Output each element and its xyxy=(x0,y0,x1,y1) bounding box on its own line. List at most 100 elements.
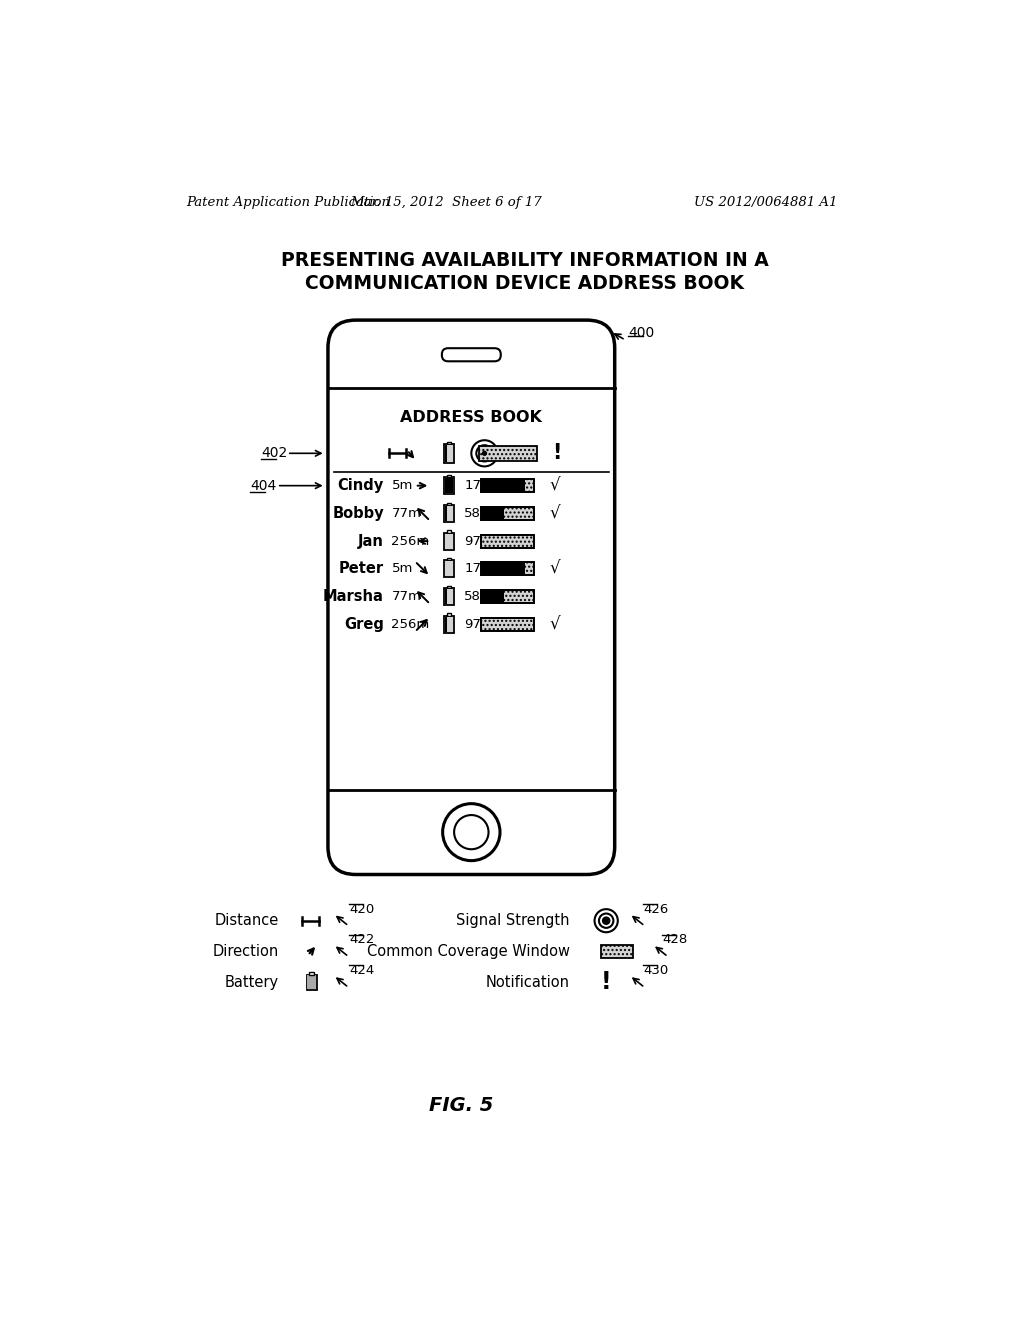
Text: 420: 420 xyxy=(349,903,374,916)
Bar xyxy=(445,561,453,577)
Bar xyxy=(481,562,535,576)
Bar xyxy=(447,589,453,605)
Bar xyxy=(447,616,453,632)
Text: 430: 430 xyxy=(643,964,669,977)
Text: 97%: 97% xyxy=(464,535,494,548)
Text: 77m: 77m xyxy=(391,590,421,603)
Bar xyxy=(481,590,535,603)
Text: !: ! xyxy=(601,970,611,994)
Text: 424: 424 xyxy=(349,964,374,977)
Text: Notification: Notification xyxy=(485,974,569,990)
Text: 97%: 97% xyxy=(464,618,494,631)
Bar xyxy=(444,506,454,521)
Text: ADDRESS BOOK: ADDRESS BOOK xyxy=(400,409,543,425)
Text: 256m: 256m xyxy=(391,618,430,631)
Bar xyxy=(446,445,453,462)
Text: 77m: 77m xyxy=(391,507,421,520)
Bar xyxy=(444,445,446,462)
FancyBboxPatch shape xyxy=(442,348,501,362)
Bar xyxy=(532,618,535,631)
Bar xyxy=(445,589,447,605)
Text: Direction: Direction xyxy=(213,944,280,960)
Bar xyxy=(481,618,535,631)
Text: 402: 402 xyxy=(261,446,288,461)
Text: Distance: Distance xyxy=(215,913,280,928)
Text: Jan: Jan xyxy=(357,533,384,549)
Bar xyxy=(481,562,525,576)
Bar xyxy=(445,533,453,549)
Bar xyxy=(481,590,504,603)
Text: FIG. 5: FIG. 5 xyxy=(429,1096,494,1115)
Bar xyxy=(444,589,454,605)
Text: Patent Application Publication: Patent Application Publication xyxy=(186,195,390,209)
Bar xyxy=(446,531,451,533)
Circle shape xyxy=(454,814,488,849)
Bar xyxy=(445,478,453,494)
Bar xyxy=(307,975,316,989)
Text: √: √ xyxy=(550,560,560,578)
Bar xyxy=(444,615,454,632)
Bar xyxy=(481,507,535,520)
Bar xyxy=(446,614,451,615)
Bar xyxy=(446,558,451,561)
Circle shape xyxy=(604,919,608,923)
Bar xyxy=(447,506,453,521)
Bar xyxy=(306,974,316,990)
Bar xyxy=(309,973,314,974)
FancyBboxPatch shape xyxy=(328,321,614,875)
Bar xyxy=(532,535,535,548)
Bar xyxy=(601,945,633,958)
Text: Cindy: Cindy xyxy=(338,478,384,494)
Text: 426: 426 xyxy=(643,903,669,916)
Bar xyxy=(443,444,454,462)
Text: Common Coverage Window: Common Coverage Window xyxy=(367,944,569,960)
Bar xyxy=(444,533,454,549)
Bar xyxy=(444,560,454,577)
Text: 256m: 256m xyxy=(391,535,430,548)
Text: US 2012/0064881 A1: US 2012/0064881 A1 xyxy=(693,195,838,209)
Text: Bobby: Bobby xyxy=(332,506,384,521)
Text: 422: 422 xyxy=(349,933,374,946)
Text: 404: 404 xyxy=(251,479,276,492)
Text: √: √ xyxy=(550,615,560,634)
Bar xyxy=(481,507,504,520)
Text: Marsha: Marsha xyxy=(323,589,384,605)
Text: √: √ xyxy=(550,477,560,495)
Circle shape xyxy=(442,804,500,861)
Bar xyxy=(481,618,535,631)
Bar xyxy=(445,506,447,521)
Bar xyxy=(481,479,525,492)
Text: 400: 400 xyxy=(628,326,654,341)
Text: Signal Strength: Signal Strength xyxy=(457,913,569,928)
Text: 17%: 17% xyxy=(464,562,494,576)
Text: 17%: 17% xyxy=(464,479,494,492)
Bar xyxy=(481,562,535,576)
Text: 428: 428 xyxy=(662,933,687,946)
Bar xyxy=(481,535,535,548)
Text: Battery: Battery xyxy=(225,974,280,990)
Text: 5m: 5m xyxy=(391,562,413,576)
Text: Mar. 15, 2012  Sheet 6 of 17: Mar. 15, 2012 Sheet 6 of 17 xyxy=(350,195,542,209)
Bar xyxy=(446,475,451,478)
Bar xyxy=(446,586,451,589)
Bar xyxy=(446,442,451,444)
Bar xyxy=(446,503,451,506)
Circle shape xyxy=(482,451,486,455)
Bar xyxy=(478,446,537,461)
Bar xyxy=(444,478,454,494)
Bar xyxy=(445,616,447,632)
Bar xyxy=(481,507,535,520)
Bar xyxy=(481,590,535,603)
Text: !: ! xyxy=(552,444,561,463)
Text: 58%: 58% xyxy=(464,590,494,603)
Bar xyxy=(481,479,535,492)
Bar xyxy=(481,535,535,548)
Text: COMMUNICATION DEVICE ADDRESS BOOK: COMMUNICATION DEVICE ADDRESS BOOK xyxy=(305,275,744,293)
Text: 58%: 58% xyxy=(464,507,494,520)
Text: 5m: 5m xyxy=(391,479,413,492)
Text: Peter: Peter xyxy=(339,561,384,577)
Text: √: √ xyxy=(550,504,560,523)
Text: PRESENTING AVAILABILITY INFORMATION IN A: PRESENTING AVAILABILITY INFORMATION IN A xyxy=(281,251,769,271)
Bar xyxy=(481,479,535,492)
Text: Greg: Greg xyxy=(344,616,384,632)
